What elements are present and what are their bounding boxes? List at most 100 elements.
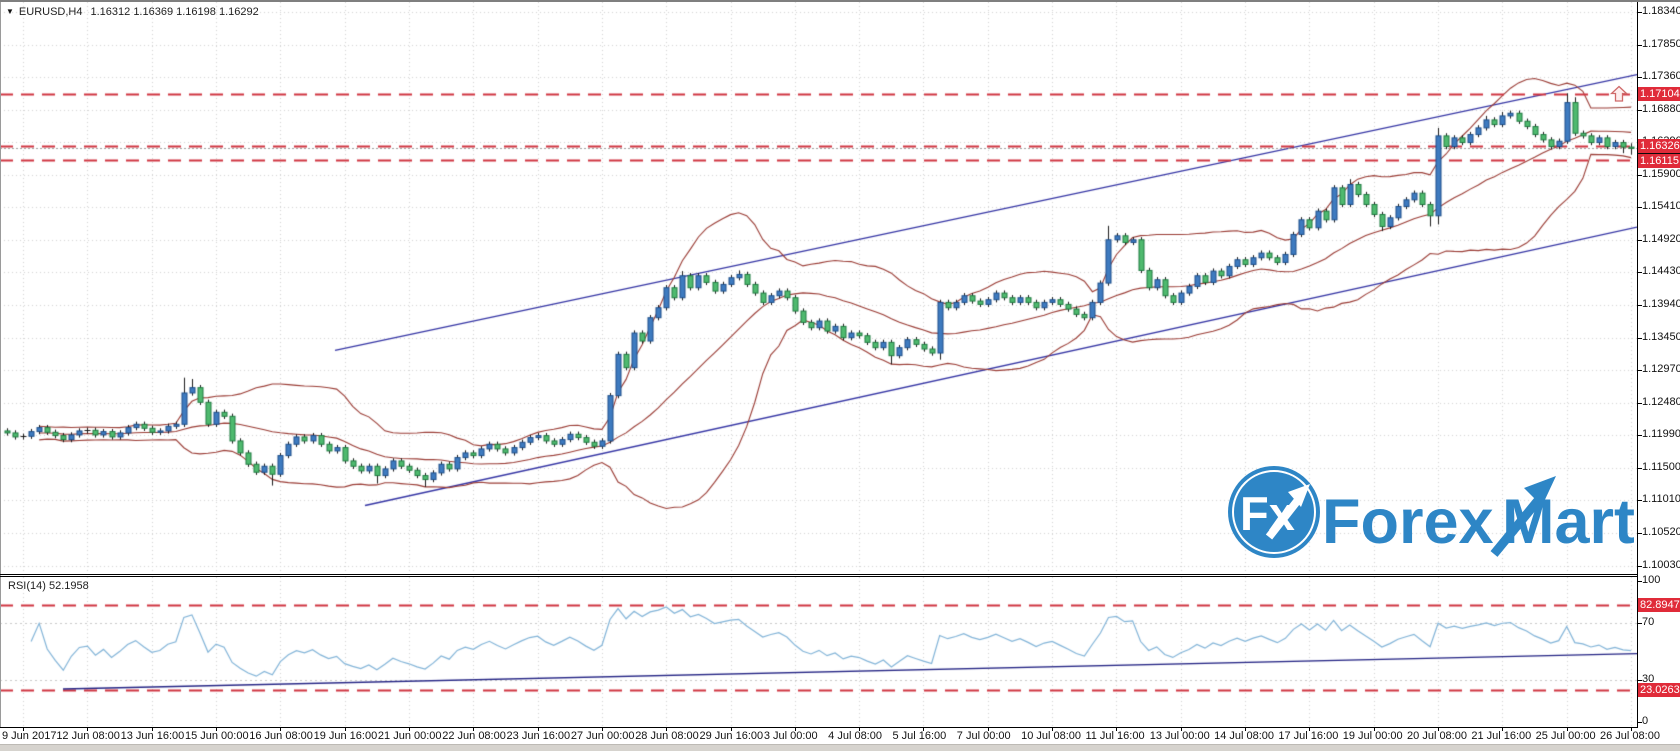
time-axis-label: 7 Jul 00:00 (956, 730, 1011, 742)
price-axis-label: 1.13450 (1642, 330, 1680, 343)
time-axis-label: 23 Jun 16:00 (506, 730, 571, 742)
price-axis-tick (1637, 12, 1642, 13)
time-axis-label: 13 Jul 00:00 (1149, 730, 1210, 742)
price-axis-tick (1637, 44, 1642, 46)
time-axis-label: 5 Jul 16:00 (892, 730, 947, 742)
price-axis-label: 1.12480 (1642, 395, 1680, 408)
time-axis-tick (1180, 727, 1182, 731)
time-axis-tick (1373, 727, 1375, 731)
price-axis-label: 1.18340 (1642, 5, 1680, 17)
price-axis-tick (1637, 337, 1642, 339)
time-axis-tick (408, 727, 410, 731)
logo-circle-icon: Fx (1228, 466, 1320, 558)
logo-text-arrow-icon (1524, 476, 1556, 506)
price-axis-label: 1.14920 (1642, 232, 1680, 245)
price-axis-tick (1637, 370, 1642, 372)
time-axis-tick (1502, 727, 1504, 731)
time-axis-label: 14 Jul 08:00 (1214, 730, 1275, 742)
price-level-tag-support: 1.16115 (1638, 154, 1680, 168)
symbol-dropdown-icon[interactable]: ▼ (6, 7, 14, 16)
time-axis-label: 15 Jun 00:00 (184, 730, 249, 742)
rsi-indicator-canvas[interactable] (0, 577, 1637, 727)
price-axis-tick (1637, 77, 1642, 79)
time-axis-label: 21 Jun 00:00 (377, 730, 442, 742)
time-axis-label: 19 Jul 00:00 (1342, 730, 1403, 742)
time-axis-label: 12 Jun 08:00 (56, 730, 120, 742)
time-axis-label: 16 Jun 08:00 (249, 730, 313, 742)
price-axis-tick (1637, 435, 1642, 437)
time-axis-label: 17 Jul 16:00 (1278, 730, 1339, 742)
price-axis-label: 1.15900 (1642, 167, 1680, 180)
rsi-axis-label: 70 (1642, 616, 1655, 629)
price-axis-label: 1.16880 (1642, 102, 1680, 115)
forexmart-logo: Fx Forex Mart (1222, 460, 1635, 569)
price-axis-tick (1637, 207, 1642, 209)
price-chart-canvas[interactable] (0, 2, 1637, 574)
time-axis-tick (151, 727, 153, 731)
time-axis-label: 11 Jul 16:00 (1085, 730, 1145, 742)
time-axis-label: 22 Jun 08:00 (442, 730, 506, 742)
rsi-pane-bottom-border (0, 727, 1637, 728)
price-axis-label: 1.11010 (1642, 493, 1680, 506)
time-axis-tick (280, 727, 282, 731)
pane-separator-bottom[interactable] (0, 576, 1637, 577)
time-axis-tick (730, 727, 732, 731)
time-axis-label: 3 Jul 00:00 (763, 730, 818, 742)
arrow-up-marker-icon[interactable] (1609, 85, 1629, 108)
price-axis-label: 1.10030 (1642, 558, 1680, 571)
price-axis-tick (1637, 239, 1642, 241)
chart-left-border (0, 2, 1, 728)
price-axis-label: 1.12970 (1642, 363, 1680, 376)
time-axis-tick (1116, 727, 1118, 731)
time-axis-label: 4 Jul 08:00 (828, 730, 882, 742)
rsi-axis-tick (1637, 722, 1642, 724)
rsi-level-tag-lower: 23.0263 (1638, 683, 1680, 697)
price-axis-label: 1.11500 (1642, 460, 1680, 473)
time-axis-tick (601, 727, 603, 731)
price-axis-label: 1.14430 (1642, 265, 1680, 278)
time-axis-tick (1245, 727, 1247, 731)
time-axis-tick (923, 727, 925, 731)
status-strip (0, 744, 1680, 751)
price-axis-tick (1637, 532, 1642, 534)
time-axis-label: 21 Jul 16:00 (1471, 730, 1532, 742)
price-axis-label: 1.17850 (1642, 37, 1680, 50)
pane-separator-top[interactable] (0, 574, 1637, 575)
logo-circle-arrow-icon (1288, 484, 1310, 507)
time-axis-tick (537, 727, 539, 731)
price-axis-tick (1637, 272, 1642, 274)
rsi-axis-label: 0 (1642, 715, 1649, 728)
price-axis-tick (1637, 500, 1642, 502)
time-axis-tick (1566, 727, 1568, 731)
time-axis-label: 9 Jun 2017 (2, 730, 57, 742)
time-axis-label: 13 Jun 16:00 (120, 730, 185, 742)
price-axis-tick (1637, 174, 1642, 176)
quote-header: ▼ EURUSD,H4 1.16312 1.16369 1.16198 1.1629… (6, 6, 259, 18)
time-axis-label: 19 Jun 16:00 (313, 730, 378, 742)
price-axis-tick (1637, 305, 1642, 307)
price-axis-label: 1.15410 (1642, 200, 1680, 213)
rsi-level-tag-upper: 82.8947 (1638, 598, 1680, 612)
time-axis-tick (473, 727, 475, 731)
rsi-axis-label: 100 (1642, 574, 1661, 586)
price-axis-tick (1637, 467, 1642, 469)
logo-text-forex: Forex (1322, 487, 1494, 557)
time-axis-tick (23, 727, 24, 731)
price-level-tag-resistance: 1.17104 (1638, 87, 1680, 101)
time-axis-tick (1052, 727, 1054, 731)
time-axis-label: 27 Jun 00:00 (570, 730, 635, 742)
time-axis-tick (1438, 727, 1440, 731)
time-axis-label: 29 Jun 16:00 (699, 730, 764, 742)
rsi-axis-tick (1637, 679, 1642, 681)
time-axis-tick (1631, 727, 1632, 731)
price-axis-label: 1.11990 (1642, 428, 1680, 441)
symbol-timeframe-label: EURUSD,H4 (18, 6, 83, 18)
price-axis-label: 1.17360 (1642, 70, 1680, 83)
price-axis-tick (1637, 402, 1642, 404)
ohlc-values: 1.16312 1.16369 1.16198 1.16292 (90, 6, 259, 18)
price-axis-tick (1637, 565, 1642, 567)
time-axis-tick (859, 727, 861, 731)
time-axis-tick (987, 727, 989, 731)
time-axis-tick (344, 727, 346, 731)
